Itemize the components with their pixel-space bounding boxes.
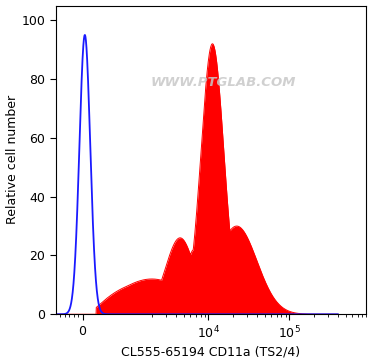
Text: WWW.PTGLAB.COM: WWW.PTGLAB.COM (151, 76, 296, 89)
Y-axis label: Relative cell number: Relative cell number (6, 95, 19, 225)
X-axis label: CL555-65194 CD11a (TS2/4): CL555-65194 CD11a (TS2/4) (122, 345, 301, 359)
